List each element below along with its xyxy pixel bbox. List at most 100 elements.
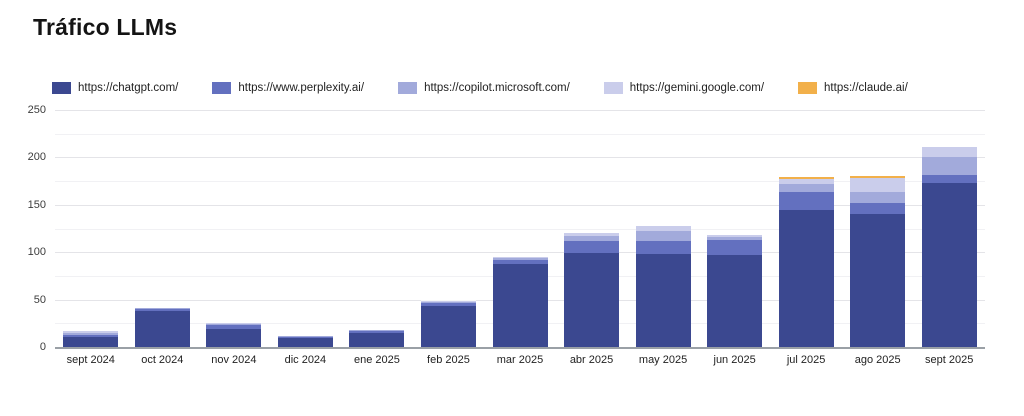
bar-segment-ene-2025-series-1[interactable] — [349, 330, 405, 333]
gridline-major — [55, 204, 985, 206]
gridline-major — [55, 252, 985, 254]
bar-segment-abr-2025-series-3[interactable] — [564, 233, 620, 237]
legend-label: https://gemini.google.com/ — [629, 82, 765, 94]
bar-segment-jun-2025-series-3[interactable] — [707, 235, 763, 238]
bar-ago-2025 — [850, 0, 906, 347]
bar-segment-sept-2025-series-0[interactable] — [921, 183, 977, 347]
legend-swatch-icon — [798, 82, 818, 94]
bar-segment-ago-2025-series-1[interactable] — [850, 202, 906, 215]
x-axis-tick-label: ago 2025 — [854, 354, 901, 366]
bar-feb-2025 — [420, 0, 476, 347]
bar-segment-mar-2025-series-3[interactable] — [492, 256, 548, 258]
legend-item-1: https://www.perplexity.ai/ — [212, 82, 364, 94]
bar-segment-feb-2025-series-3[interactable] — [420, 300, 476, 302]
bar-ene-2025 — [349, 0, 405, 347]
x-axis-tick-label: feb 2025 — [427, 354, 470, 366]
bar-segment-may-2025-series-3[interactable] — [635, 225, 691, 232]
bar-segment-ene-2025-series-0[interactable] — [349, 332, 405, 347]
gridline-major — [55, 110, 985, 111]
legend-item-4: https://claude.ai/ — [798, 82, 908, 94]
x-axis-tick-label: may 2025 — [638, 354, 688, 366]
gridline-minor — [55, 228, 985, 230]
bar-segment-jul-2025-series-1[interactable] — [778, 192, 834, 210]
bar-segment-oct-2024-series-2[interactable] — [134, 308, 190, 310]
x-axis-tick-label: nov 2024 — [211, 354, 257, 366]
bar-segment-jun-2025-series-2[interactable] — [707, 237, 763, 240]
bar-mar-2025 — [492, 0, 548, 347]
bar-segment-sept-2024-series-3[interactable] — [63, 330, 119, 333]
x-axis-tick-label: mar 2025 — [496, 354, 544, 366]
legend-label: https://copilot.microsoft.com/ — [424, 82, 570, 94]
bar-sept-2024 — [63, 0, 119, 347]
bar-segment-jun-2025-series-0[interactable] — [707, 255, 763, 347]
x-axis-tick-label: jul 2025 — [786, 354, 826, 366]
legend-label: https://www.perplexity.ai/ — [238, 82, 365, 94]
x-axis-tick-label: sept 2025 — [925, 354, 974, 366]
bar-segment-sept-2025-series-1[interactable] — [921, 175, 977, 183]
bar-segment-nov-2024-series-3[interactable] — [206, 323, 262, 325]
bar-segment-abr-2025-series-1[interactable] — [564, 240, 620, 254]
y-axis-tick-label: 250 — [27, 104, 46, 116]
bar-segment-ago-2025-series-0[interactable] — [850, 214, 906, 347]
legend-label: https://claude.ai/ — [824, 82, 908, 94]
bar-segment-mar-2025-series-1[interactable] — [492, 259, 548, 264]
y-axis-tick-label: 100 — [27, 246, 46, 259]
x-axis-tick-label: jun 2025 — [713, 354, 756, 366]
bar-segment-sept-2025-series-3[interactable] — [921, 146, 977, 158]
legend-item-2: https://copilot.microsoft.com/ — [398, 82, 570, 94]
bar-segment-dic-2024-series-0[interactable] — [277, 338, 333, 347]
chart-legend: https://chatgpt.com/https://www.perplexi… — [52, 82, 1004, 94]
bar-segment-ago-2025-series-4[interactable] — [850, 176, 906, 179]
bar-segment-may-2025-series-0[interactable] — [635, 254, 691, 347]
bar-jun-2025 — [707, 0, 763, 347]
bar-segment-oct-2024-series-1[interactable] — [134, 309, 190, 311]
bar-segment-nov-2024-series-1[interactable] — [206, 325, 262, 329]
bar-segment-sept-2024-series-1[interactable] — [63, 334, 119, 337]
x-axis-tick-label: oct 2024 — [141, 354, 184, 366]
legend-swatch-icon — [212, 82, 232, 94]
gridline-major — [55, 157, 985, 159]
gridline-minor — [55, 181, 985, 183]
bar-segment-jul-2025-series-0[interactable] — [778, 209, 834, 347]
bar-segment-oct-2024-series-0[interactable] — [134, 310, 190, 347]
legend-swatch-icon — [603, 82, 623, 94]
bar-segment-sept-2024-series-2[interactable] — [63, 332, 119, 335]
y-axis-tick-label: 200 — [27, 151, 46, 164]
bar-segment-mar-2025-series-0[interactable] — [492, 263, 548, 347]
bar-segment-dic-2024-series-1[interactable] — [277, 336, 333, 339]
bar-segment-dic-2024-series-2[interactable] — [277, 335, 333, 337]
bar-segment-ago-2025-series-2[interactable] — [850, 191, 906, 203]
x-axis-line — [55, 347, 985, 349]
bar-segment-may-2025-series-1[interactable] — [635, 240, 691, 255]
bar-segment-ene-2025-series-2[interactable] — [349, 329, 405, 331]
x-axis-tick-label: ene 2025 — [353, 354, 400, 366]
bar-segment-feb-2025-series-2[interactable] — [420, 301, 476, 304]
bar-segment-sept-2025-series-2[interactable] — [921, 157, 977, 176]
bar-segment-feb-2025-series-1[interactable] — [420, 303, 476, 307]
bar-segment-feb-2025-series-0[interactable] — [420, 306, 476, 347]
legend-swatch-icon — [52, 82, 71, 94]
bar-nov-2024 — [206, 0, 262, 347]
bar-oct-2024 — [134, 0, 190, 347]
bar-segment-jul-2025-series-4[interactable] — [778, 177, 834, 180]
legend-label: https://chatgpt.com/ — [78, 82, 179, 94]
legend-swatch-icon — [398, 82, 418, 94]
y-axis-tick-label: 150 — [27, 198, 46, 211]
y-axis-tick-label: 0 — [39, 341, 46, 353]
bar-segment-may-2025-series-2[interactable] — [635, 231, 691, 241]
bar-segment-sept-2024-series-0[interactable] — [63, 336, 119, 347]
y-axis-tick-label: 50 — [33, 293, 46, 306]
bar-segment-jul-2025-series-3[interactable] — [778, 179, 834, 184]
bar-segment-mar-2025-series-2[interactable] — [492, 257, 548, 260]
bar-sept-2025 — [921, 0, 977, 347]
bar-segment-nov-2024-series-2[interactable] — [206, 324, 262, 326]
bar-segment-nov-2024-series-0[interactable] — [206, 329, 262, 347]
bar-segment-ago-2025-series-3[interactable] — [850, 178, 906, 192]
bar-segment-abr-2025-series-2[interactable] — [564, 236, 620, 241]
x-axis-tick-label: sept 2024 — [66, 354, 115, 366]
bar-segment-jul-2025-series-2[interactable] — [778, 183, 834, 193]
bar-segment-jun-2025-series-1[interactable] — [707, 239, 763, 256]
bar-segment-abr-2025-series-0[interactable] — [564, 253, 620, 347]
bar-jul-2025 — [778, 0, 834, 347]
